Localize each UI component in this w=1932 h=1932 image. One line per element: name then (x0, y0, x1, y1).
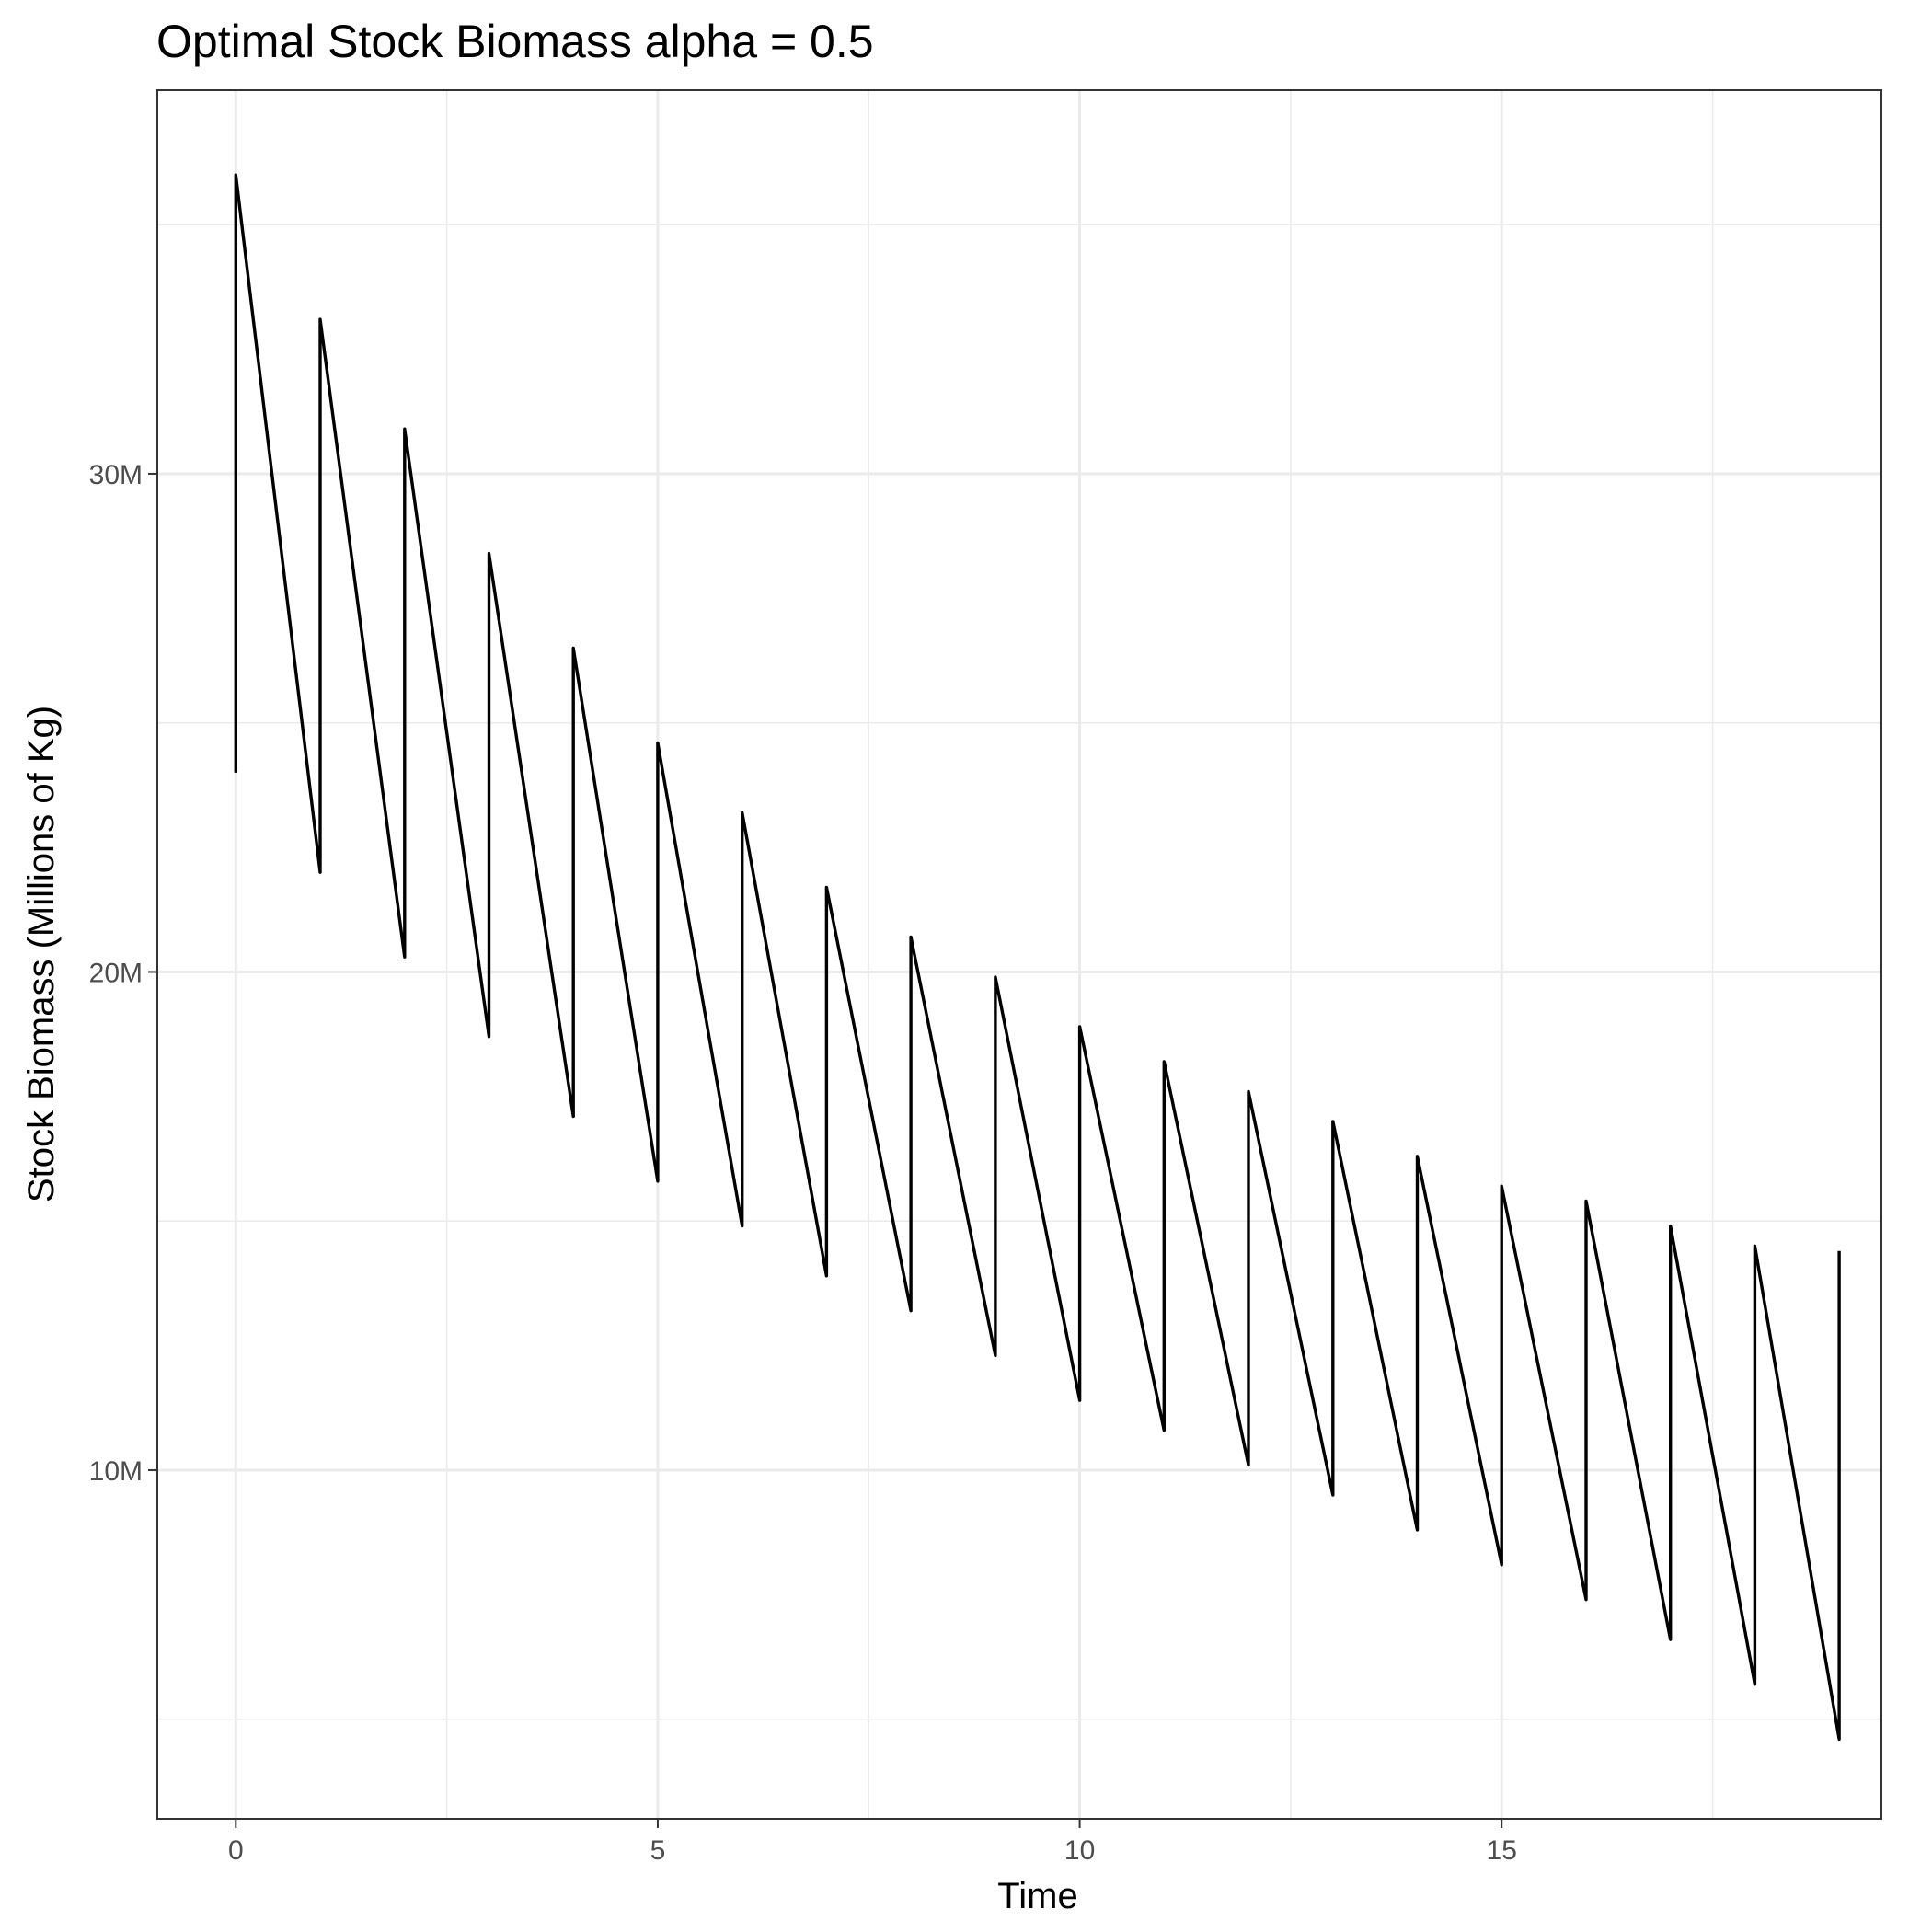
x-axis-title: Time (997, 1876, 1077, 1916)
y-axis: 10M 20M 30M (89, 460, 157, 1487)
series-group (234, 173, 1841, 1742)
x-tick-label: 15 (1487, 1835, 1517, 1866)
series-line (234, 173, 1841, 1742)
y-tick-label: 30M (89, 460, 143, 490)
minor-gridlines (157, 90, 1881, 1819)
y-axis-title: Stock Biomass (Millions of Kg) (21, 706, 62, 1202)
y-tick-label: 20M (89, 958, 143, 988)
x-tick-label: 10 (1064, 1835, 1095, 1866)
x-tick-label: 0 (228, 1835, 244, 1866)
major-gridlines (157, 90, 1881, 1819)
chart-title: Optimal Stock Biomass alpha = 0.5 (156, 16, 874, 67)
x-axis: 0 5 10 15 (228, 1819, 1517, 1866)
panel-border (156, 89, 1882, 1820)
y-tick-label: 10M (89, 1456, 143, 1487)
x-tick-label: 5 (650, 1835, 666, 1866)
